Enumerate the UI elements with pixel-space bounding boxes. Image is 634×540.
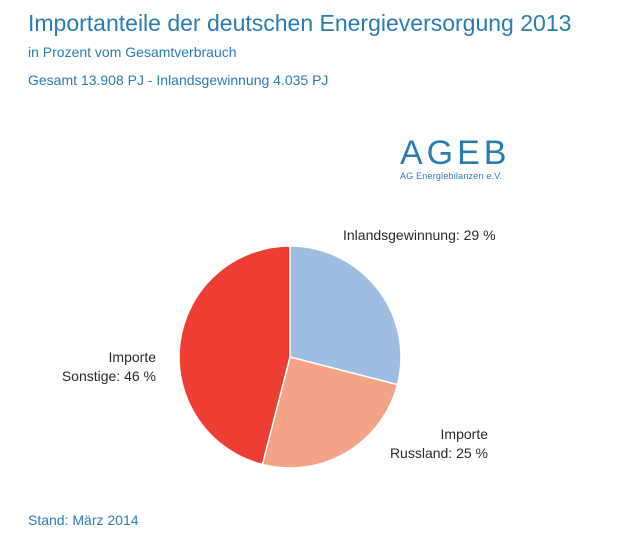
ageb-logo: AGEB AG Energiebilanzen e.V. (400, 136, 510, 181)
chart-title: Importanteile der deutschen Energieverso… (28, 10, 572, 36)
logo-main-text: AGEB (400, 134, 511, 172)
label-importe-russland: Importe Russland: 25 % (388, 425, 488, 463)
slice-importe-sonstige (178, 245, 291, 466)
label-inlandsgewinnung: Inlandsgewinnung: 29 % (343, 226, 496, 245)
label-importe-russland-line2: Russland: 25 % (389, 445, 488, 461)
chart-totals: Gesamt 13.908 PJ - Inlandsgewinnung 4.03… (28, 72, 329, 88)
slice-importe-russland (261, 356, 399, 469)
label-importe-sonstige-line2: Sonstige: 46 % (61, 368, 156, 384)
label-inlandsgewinnung-text: Inlandsgewinnung: 29 % (343, 227, 496, 243)
label-importe-sonstige: Importe Sonstige: 46 % (36, 348, 156, 386)
footer-stand: Stand: März 2014 (28, 512, 139, 528)
label-importe-sonstige-line1: Importe (108, 349, 156, 365)
logo-sub-text: AG Energiebilanzen e.V. (400, 171, 503, 181)
label-importe-russland-line1: Importe (440, 426, 488, 442)
chart-subtitle: in Prozent vom Gesamtverbrauch (28, 44, 237, 60)
slice-inlandsgewinnung (289, 245, 402, 386)
